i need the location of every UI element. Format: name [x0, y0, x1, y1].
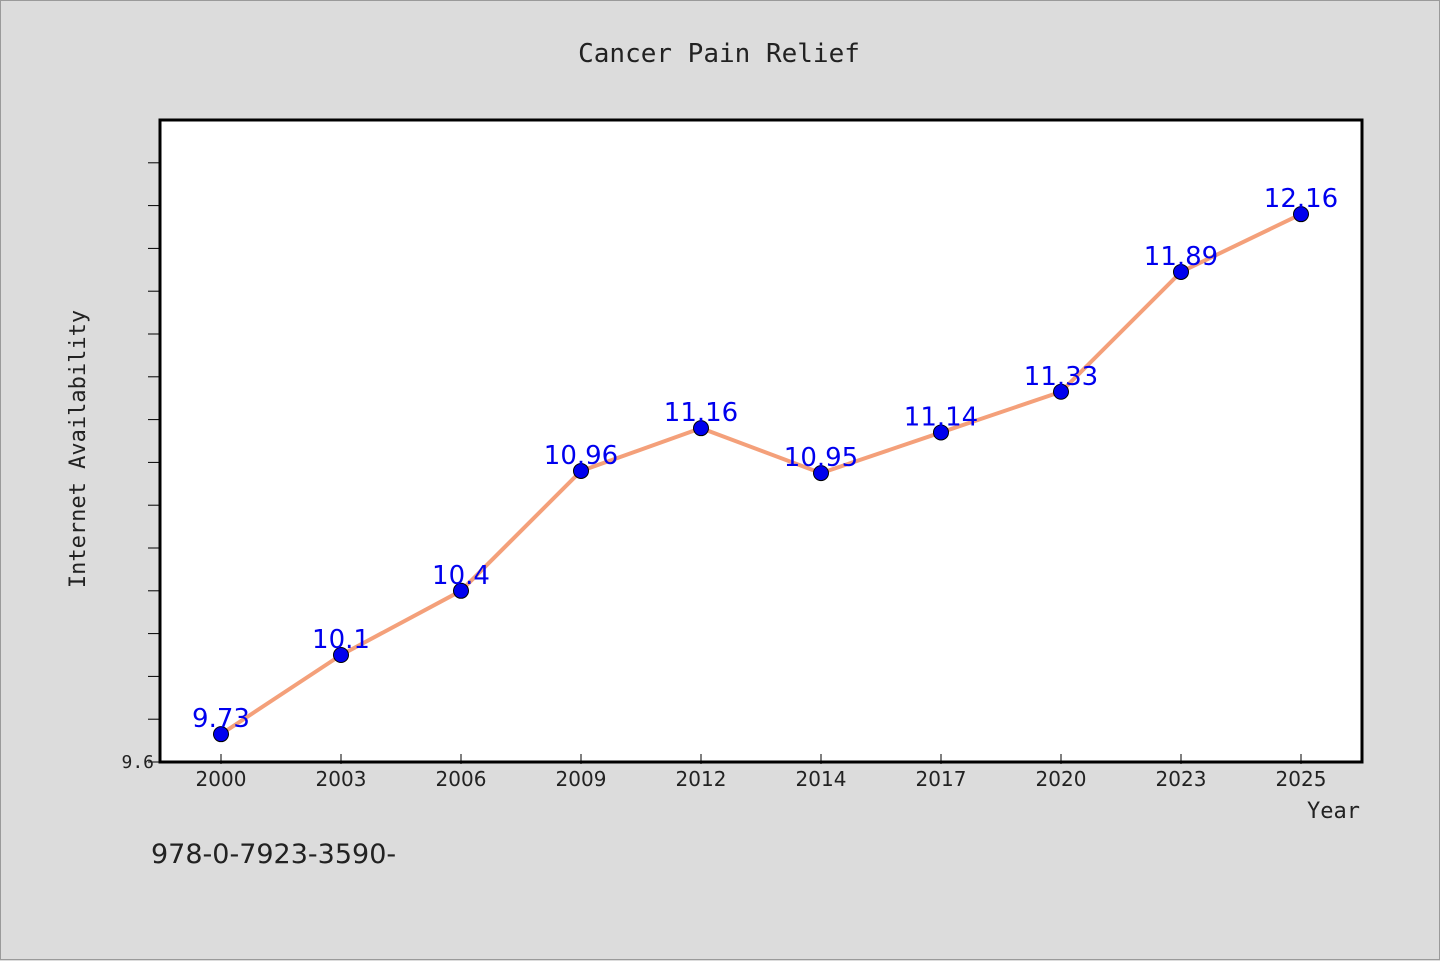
series-line — [219, 212, 1302, 736]
x-tick-label: 2020 — [1036, 767, 1087, 791]
data-point — [693, 420, 709, 437]
data-point — [453, 582, 469, 599]
chart-title: Cancer Pain Relief — [578, 39, 860, 69]
data-point — [813, 465, 829, 482]
data-label: 11.14 — [904, 402, 978, 432]
data-point — [1053, 383, 1069, 400]
data-point — [333, 647, 349, 663]
x-tick-label: 2017 — [916, 767, 967, 791]
data-label: 9.73 — [192, 704, 250, 734]
data-label: 10.4 — [432, 561, 490, 591]
plot-area — [158, 118, 1364, 764]
data-point — [1173, 263, 1189, 280]
x-tick-label: 2012 — [676, 767, 727, 791]
y-axis-label: Internet Availability — [66, 310, 91, 588]
data-label: 10.95 — [784, 443, 858, 473]
data-point — [213, 726, 229, 743]
chart-annotation: 978-0-7923-3590- — [151, 839, 396, 870]
x-tick-label: 2006 — [436, 767, 487, 791]
data-label: 11.33 — [1024, 362, 1098, 392]
x-tick-label: 2023 — [1156, 767, 1207, 791]
x-axis-tick-labels: 2000 2003 2006 2009 2012 2014 2017 2020 2023 2025 — [196, 767, 1327, 791]
y-tick-label: 9.6 — [121, 752, 154, 773]
x-axis-ticks — [220, 754, 1302, 764]
data-point — [573, 462, 589, 479]
data-point — [933, 424, 949, 441]
x-axis-label: Year — [1307, 799, 1360, 824]
x-tick-label: 2009 — [556, 767, 607, 791]
x-tick-label: 2000 — [196, 767, 247, 791]
data-label: 10.1 — [312, 625, 370, 655]
y-axis-ticks — [148, 162, 160, 763]
data-label: 12.16 — [1264, 184, 1338, 214]
series-markers — [213, 206, 1309, 743]
data-labels: 9.73 10.1 10.4 10.96 11.16 10.95 11.14 11.33 11.… — [192, 184, 1338, 734]
data-label: 11.89 — [1144, 242, 1218, 272]
x-tick-label: 2014 — [796, 767, 847, 791]
data-point — [1293, 206, 1309, 223]
data-label: 11.16 — [664, 398, 738, 428]
data-label: 10.96 — [544, 441, 618, 471]
x-tick-label: 2025 — [1276, 767, 1327, 791]
y-axis-tick-labels: 9.6 — [121, 752, 154, 773]
x-tick-label: 2003 — [316, 767, 367, 791]
